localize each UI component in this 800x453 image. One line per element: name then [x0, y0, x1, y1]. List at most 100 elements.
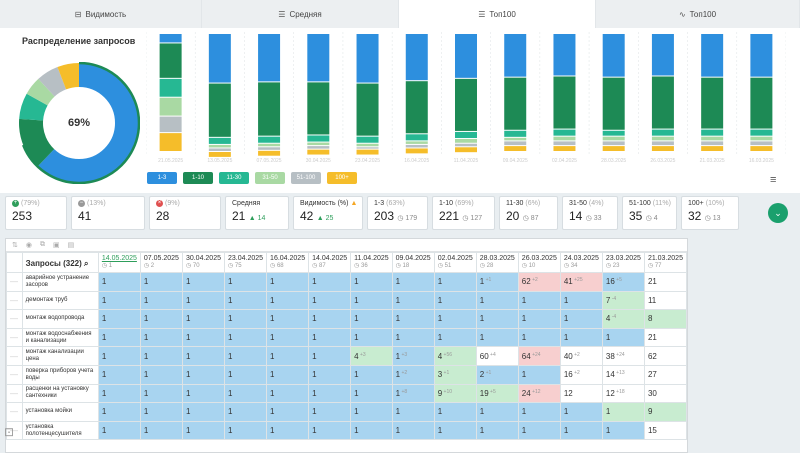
- bar-11-30-4[interactable]: [356, 136, 379, 143]
- eye-icon[interactable]: ◉: [25, 242, 32, 249]
- bar-1-10-12[interactable]: [750, 77, 773, 129]
- bar-100+-2[interactable]: [258, 150, 281, 156]
- bar-1-10-5[interactable]: [405, 81, 428, 134]
- bar-1-3-10[interactable]: [651, 34, 674, 76]
- date-column-header[interactable]: 21.03.2025 ◷ 77: [643, 252, 687, 273]
- bar-31-50-10[interactable]: [651, 136, 674, 141]
- query-cell[interactable]: аварийное устранение засоров: [21, 272, 99, 292]
- filter-icon[interactable]: ⇅: [12, 242, 18, 249]
- stat-visibility[interactable]: Видимость (%) ▲ 42 ▲ 25: [293, 196, 363, 230]
- bar-11-30-6[interactable]: [455, 131, 477, 139]
- legend-item-51-100[interactable]: 51-100: [291, 172, 321, 184]
- bar-1-3-3[interactable]: [307, 34, 330, 82]
- bar-31-50-3[interactable]: [307, 142, 330, 146]
- bar-31-50-0[interactable]: [159, 97, 182, 116]
- table-row[interactable]: — установка полотенцесушителя 1 1 1 1 1 1 1 1 1 1 1 1…: [6, 420, 687, 441]
- bar-1-3-5[interactable]: [405, 34, 428, 81]
- bar-1-3-9[interactable]: [602, 34, 625, 77]
- date-column-header[interactable]: 28.03.2025 ◷ 28: [475, 252, 519, 273]
- bar-1-10-3[interactable]: [307, 82, 330, 135]
- bar-1-3-8[interactable]: [553, 34, 576, 76]
- table-row[interactable]: — демонтаж труб 1 1 1 1 1 1 1 1 1 1 1 1 7 -4 11: [6, 290, 687, 311]
- bar-100+-5[interactable]: [405, 148, 428, 154]
- query-cell[interactable]: поверка приборов учета воды: [21, 364, 99, 385]
- bar-31-50-7[interactable]: [504, 137, 527, 141]
- bar-51-100-12[interactable]: [750, 141, 773, 146]
- query-cell[interactable]: демонтаж труб: [21, 290, 99, 311]
- row-handle[interactable]: —: [6, 327, 23, 348]
- query-column-header[interactable]: Запросы (322) ⌕: [21, 252, 99, 273]
- date-column-header[interactable]: 16.04.2025 ◷ 68: [266, 252, 310, 273]
- table-row[interactable]: — установка мойки 1 1 1 1 1 1 1 1 1 1 1 1 1 9: [6, 402, 687, 422]
- bar-100+-1[interactable]: [208, 152, 231, 157]
- row-handle[interactable]: —: [6, 383, 23, 404]
- bar-51-100-8[interactable]: [553, 141, 576, 146]
- bar-1-3-0[interactable]: [159, 34, 182, 43]
- date-column-header[interactable]: 02.04.2025 ◷ 51: [433, 252, 477, 273]
- date-column-header[interactable]: 26.03.2025 ◷ 10: [517, 252, 561, 273]
- query-cell[interactable]: монтаж водоснабжения и канализации: [21, 327, 99, 348]
- bar-1-10-8[interactable]: [553, 76, 576, 129]
- bar-1-10-10[interactable]: [651, 76, 674, 129]
- date-column-header[interactable]: 23.03.2025 ◷ 23: [601, 252, 645, 273]
- bar-100+-4[interactable]: [356, 149, 379, 155]
- tab-average[interactable]: ☰ Средняя: [202, 0, 399, 28]
- row-handle[interactable]: —: [6, 364, 23, 385]
- bar-11-30-5[interactable]: [405, 134, 428, 141]
- bar-51-100-9[interactable]: [602, 141, 625, 146]
- stat-top10[interactable]: 1-10 (69%) 221 ◷ 127: [432, 196, 495, 230]
- legend-item-11-30[interactable]: 11-30: [219, 172, 249, 184]
- query-cell[interactable]: установка полотенцесушителя: [21, 420, 99, 441]
- row-handle[interactable]: —: [6, 420, 23, 441]
- bar-51-100-0[interactable]: [159, 116, 182, 133]
- stat-top30[interactable]: 11-30 (6%) 20 ◷ 87: [499, 196, 558, 230]
- stat-top100[interactable]: 51-100 (11%) 35 ◷ 4: [622, 196, 677, 230]
- query-cell[interactable]: монтаж водопровода: [21, 309, 99, 329]
- stat-up[interactable]: + (79%) 253: [5, 196, 67, 230]
- bar-31-50-9[interactable]: [602, 136, 625, 141]
- bar-11-30-8[interactable]: [553, 129, 576, 136]
- date-column-header[interactable]: 24.03.2025 ◷ 34: [559, 252, 603, 273]
- stat-top50[interactable]: 31-50 (4%) 14 ◷ 33: [562, 196, 618, 230]
- date-column-header[interactable]: 09.04.2025 ◷ 18: [391, 252, 435, 273]
- bar-100+-7[interactable]: [504, 146, 527, 151]
- bar-31-50-4[interactable]: [356, 143, 379, 147]
- bar-1-10-9[interactable]: [602, 77, 625, 130]
- stat-top3[interactable]: 1-3 (63%) 203 ◷ 179: [367, 196, 428, 230]
- bar-31-50-5[interactable]: [405, 141, 428, 144]
- donut-slice-1-10[interactable]: [19, 63, 139, 183]
- date-column-header[interactable]: 23.04.2025 ◷ 75: [223, 252, 268, 273]
- export-icon[interactable]: ▣: [52, 242, 60, 249]
- date-column-header[interactable]: 14.04.2025 ◷ 87: [308, 252, 352, 273]
- bar-51-100-5[interactable]: [405, 144, 428, 148]
- bar-1-10-0[interactable]: [159, 43, 182, 78]
- bar-100+-6[interactable]: [455, 147, 477, 153]
- bar-11-30-3[interactable]: [307, 135, 330, 142]
- date-column-header[interactable]: 14.05.2025 ◷ 1: [97, 252, 141, 273]
- row-handle[interactable]: —: [6, 309, 23, 329]
- query-cell[interactable]: монтаж канализации цена: [21, 346, 99, 366]
- bar-1-3-1[interactable]: [208, 34, 231, 83]
- row-handle[interactable]: —: [6, 402, 23, 422]
- bar-1-10-7[interactable]: [504, 77, 527, 130]
- donut-slice-100+[interactable]: [19, 63, 139, 183]
- bar-11-30-10[interactable]: [651, 129, 674, 136]
- copy-icon[interactable]: ⧉: [39, 241, 45, 248]
- bar-100+-3[interactable]: [307, 149, 330, 155]
- menu-icon[interactable]: ≡: [770, 174, 777, 186]
- date-column-header[interactable]: 30.04.2025 ◷ 70: [181, 252, 226, 273]
- table-row[interactable]: — монтаж канализации цена 1 1 1 1 1 1 4 +3 1 +3 4 …: [6, 346, 687, 366]
- bar-31-50-11[interactable]: [701, 136, 724, 141]
- bar-1-10-4[interactable]: [356, 83, 379, 136]
- bar-31-50-12[interactable]: [750, 136, 773, 141]
- expand-button[interactable]: ⌄: [768, 203, 788, 223]
- bar-1-10-2[interactable]: [258, 82, 281, 136]
- bar-1-3-2[interactable]: [258, 34, 281, 82]
- bar-31-50-8[interactable]: [553, 136, 576, 141]
- bar-1-3-7[interactable]: [504, 34, 527, 77]
- row-handle[interactable]: —: [6, 272, 23, 292]
- bar-51-100-6[interactable]: [455, 143, 477, 147]
- bar-100+-11[interactable]: [701, 146, 724, 151]
- bar-51-100-7[interactable]: [504, 141, 527, 146]
- stat-down[interactable]: × (9%) 28: [149, 196, 221, 230]
